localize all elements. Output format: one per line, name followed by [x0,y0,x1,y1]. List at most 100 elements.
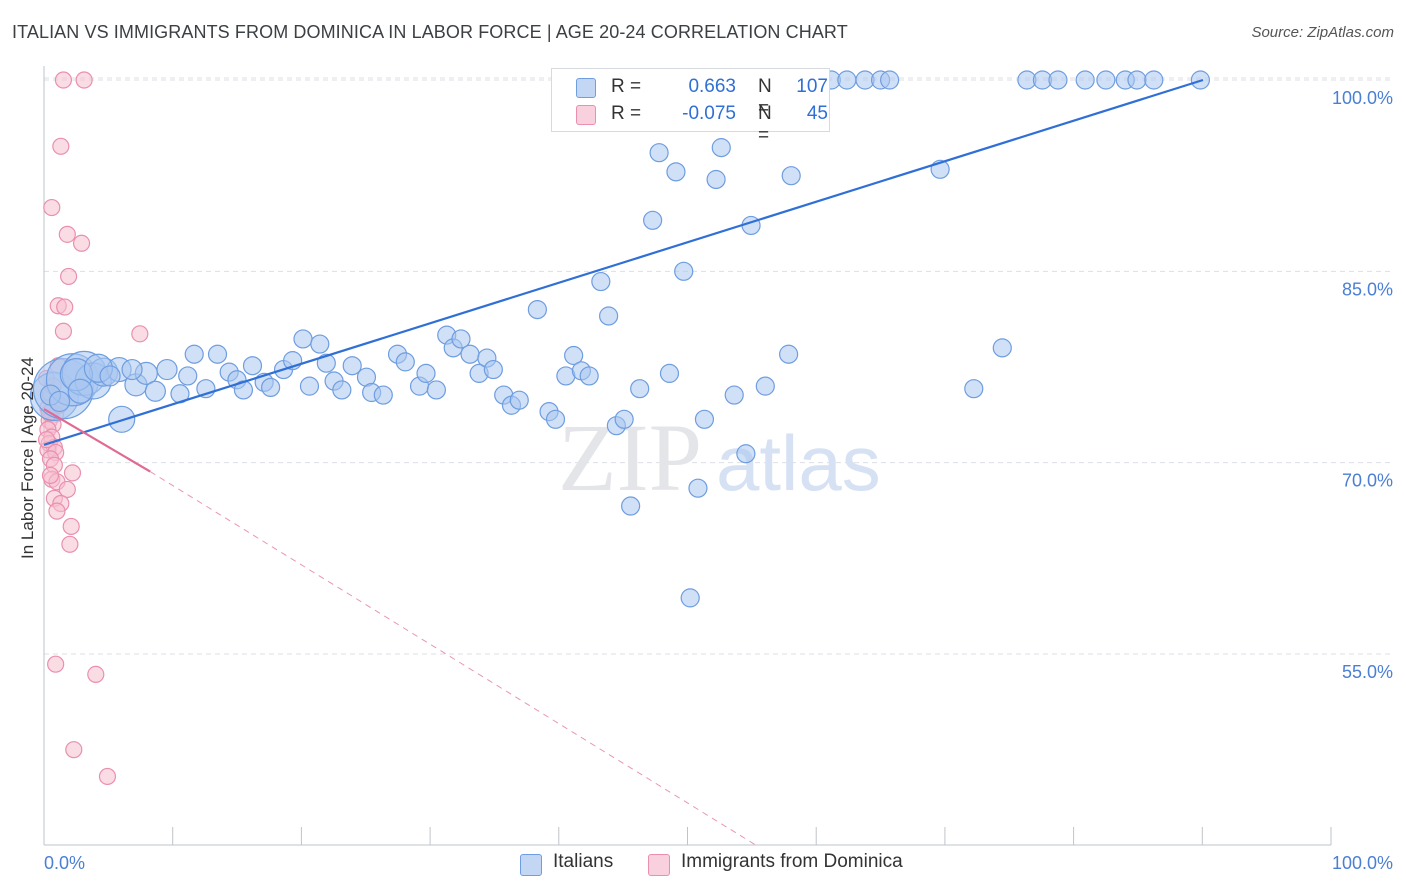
italian-point [144,380,166,402]
legend-n-label: N = [758,76,772,119]
italian-point [1127,70,1147,90]
italian-point [837,70,857,90]
italian-point [706,169,726,190]
legend-swatch-pink [648,854,670,876]
legend-r-value: 0.663 [688,76,736,97]
italian-point [724,385,744,405]
italian-point [880,70,900,90]
x-tick-label-max: 100.0% [1332,853,1393,873]
italian-point [564,345,584,366]
y-tick-label: 70.0% [1342,471,1393,491]
watermark-atlas: atlas [716,419,881,507]
italian-point [1096,70,1116,90]
legend-r-label: R = [611,103,647,124]
dominica-point [60,267,78,286]
dominica-point [48,502,66,520]
italian-point [316,353,336,373]
dominica-point [54,322,73,340]
legend-swatch-blue [520,854,542,876]
dominica-point [52,137,70,155]
italian-point [755,376,775,396]
italian-point [674,261,694,281]
italian-point [666,162,686,182]
dominica-point [47,655,65,673]
correlation-legend: R = 0.663 N = 107 R = -0.075 N = 45 [551,68,830,146]
italian-point [451,329,471,349]
italian-point [156,358,178,381]
dominica-point [72,234,91,252]
italian-point [688,478,708,498]
legend-r-label: R = [611,76,647,97]
italian-point [694,409,715,429]
y-tick-label: 85.0% [1342,279,1393,299]
dominica-trend-line [43,408,151,473]
italian-point [48,390,71,413]
italian-point [736,444,756,464]
legend-label-italians: Italians [553,851,614,872]
italian-point [779,344,799,364]
legend-swatch-pink [576,105,596,125]
italian-point [99,365,121,387]
dominica-point [54,71,73,89]
dominica-point [63,464,82,482]
italians-points [29,70,1211,608]
dominica-trend-extension [149,471,757,846]
italian-point [630,379,650,399]
italian-point [310,334,330,354]
dominica-point [37,431,56,449]
italian-point [964,379,984,399]
italian-point [545,409,566,429]
dominica-point [41,466,60,485]
italian-point [426,380,446,400]
italian-point [373,385,393,405]
italian-point [621,496,641,516]
italian-point [293,329,313,349]
italian-point [659,363,680,383]
italian-point [579,366,599,386]
legend-swatch-blue [576,78,596,98]
source-credit: Source: ZipAtlas.com [1251,24,1394,41]
dominica-point [65,741,83,759]
italian-point [649,143,669,163]
y-axis-label: In Labor Force | Age 20-24 [18,357,37,559]
italian-point [591,271,611,292]
italian-point [992,338,1012,358]
italian-point [781,166,801,186]
y-tick-label: 100.0% [1332,88,1393,108]
italian-point [395,352,415,372]
dominica-point [62,517,80,536]
x-tick-label-min: 0.0% [44,853,85,873]
italian-point [711,138,731,158]
italian-point [342,356,362,376]
italian-point [483,359,503,380]
trend-lines [43,78,1204,846]
dominica-point [43,198,61,217]
y-tick-label: 55.0% [1342,662,1393,682]
italian-point [207,344,228,364]
italian-point [332,380,352,400]
italian-point [416,363,436,383]
legend-r-value: -0.075 [682,103,736,124]
legend-n-value: 107 [796,76,828,97]
italian-point [680,588,700,608]
dominica-point [56,298,74,316]
italian-point [178,366,198,386]
tick-labels: 55.0% 70.0% 85.0% 100.0% 0.0% 100.0% [44,88,1393,873]
italian-point [741,215,761,236]
italian-point [261,377,281,398]
dominica-point [87,665,105,684]
dominica-point [131,325,149,343]
legend-n-label: N = [758,103,772,146]
italian-point [242,356,263,376]
italian-point [184,344,204,364]
italian-point [299,376,320,396]
italian-point [121,358,143,381]
italian-point [460,344,480,364]
italian-point [67,378,93,404]
dominica-point [61,535,79,553]
italian-point [1075,70,1095,90]
italian-point [527,300,547,320]
chart-title: ITALIAN VS IMMIGRANTS FROM DOMINICA IN L… [12,22,848,42]
legend-n-value: 45 [806,103,828,124]
